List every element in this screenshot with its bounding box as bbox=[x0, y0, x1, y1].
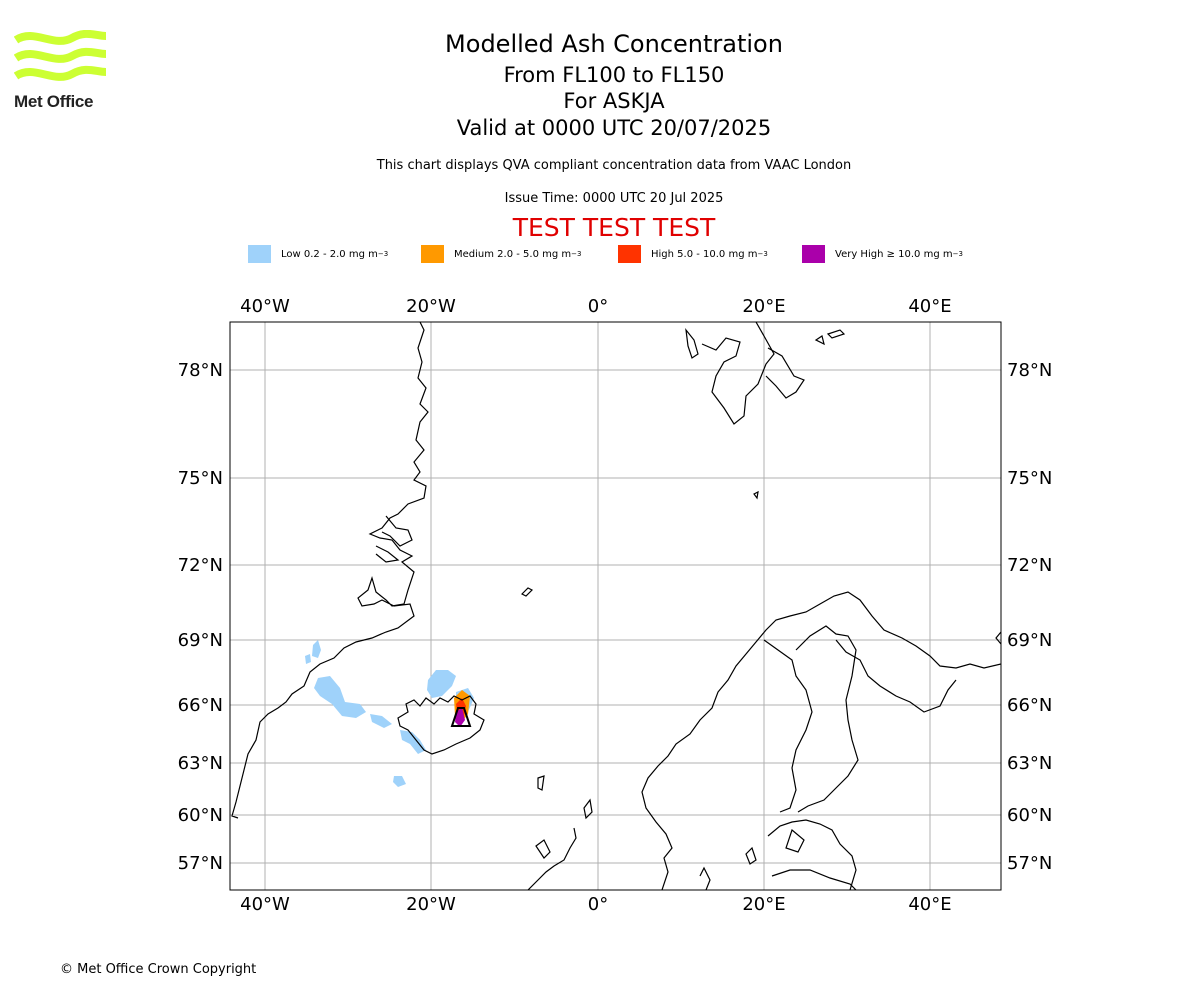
lat-label-left: 66°N bbox=[178, 695, 223, 716]
legend-item-high: High 5.0 - 10.0 mg m −3 bbox=[618, 244, 768, 264]
lon-label-bottom: 0° bbox=[588, 894, 608, 915]
lat-label-right: 57°N bbox=[1007, 853, 1052, 874]
lat-label-left: 63°N bbox=[178, 753, 223, 774]
lat-labels-left: 78°N 75°N 72°N 69°N 66°N 63°N 60°N 57°N bbox=[178, 360, 223, 874]
lat-label-right: 69°N bbox=[1007, 630, 1052, 651]
lat-label-left: 75°N bbox=[178, 468, 223, 489]
lon-label-top: 40°E bbox=[908, 296, 951, 317]
lon-label-bottom: 20°E bbox=[742, 894, 785, 915]
volcano-name: For ASKJA bbox=[563, 89, 665, 113]
legend-swatch-medium bbox=[421, 245, 444, 263]
ash-very-high-concentration bbox=[455, 708, 465, 727]
legend-item-low: Low 0.2 - 2.0 mg m −3 bbox=[248, 244, 388, 264]
legend-item-medium: Medium 2.0 - 5.0 mg m −3 bbox=[421, 244, 581, 264]
legend-swatch-low bbox=[248, 245, 271, 263]
map-frame bbox=[229, 321, 1002, 891]
chart-title: Modelled Ash Concentration bbox=[445, 30, 783, 58]
lon-labels-top: 40°W 20°W 0° 20°E 40°E bbox=[240, 296, 951, 317]
lon-label-top: 20°W bbox=[406, 296, 456, 317]
lat-label-right: 60°N bbox=[1007, 805, 1052, 826]
lat-labels-right: 78°N 75°N 72°N 69°N 66°N 63°N 60°N 57°N bbox=[1007, 360, 1052, 874]
coast-scandinavia bbox=[641, 591, 1001, 890]
test-banner: TEST TEST TEST bbox=[512, 213, 716, 242]
logo-text: Met Office bbox=[14, 92, 94, 111]
coast-greenland bbox=[231, 322, 429, 819]
lat-label-right: 72°N bbox=[1007, 555, 1052, 576]
coastlines bbox=[231, 322, 1001, 890]
valid-time: Valid at 0000 UTC 20/07/2025 bbox=[456, 116, 772, 140]
legend-item-very-high: Very High ≥ 10.0 mg m −3 bbox=[802, 244, 963, 264]
volcano-source-polygon bbox=[450, 707, 472, 727]
lat-label-right: 78°N bbox=[1007, 360, 1052, 381]
legend-label-medium: Medium 2.0 - 5.0 mg m bbox=[454, 248, 572, 260]
lon-label-top: 20°E bbox=[742, 296, 785, 317]
legend-swatch-very-high bbox=[802, 245, 825, 263]
lon-label-bottom: 40°E bbox=[908, 894, 951, 915]
map-gridlines bbox=[230, 322, 1001, 890]
lon-label-bottom: 20°W bbox=[406, 894, 456, 915]
lat-label-left: 72°N bbox=[178, 555, 223, 576]
met-office-logo: Met Office bbox=[13, 29, 108, 112]
wave-logo-icon bbox=[13, 29, 107, 81]
issue-time: Issue Time: 0000 UTC 20 Jul 2025 bbox=[504, 191, 724, 206]
lon-label-top: 40°W bbox=[240, 296, 290, 317]
coast-svalbard bbox=[685, 327, 699, 359]
lon-label-bottom: 40°W bbox=[240, 894, 290, 915]
lon-labels-bottom: 40°W 20°W 0° 20°E 40°E bbox=[240, 894, 951, 915]
lon-label-top: 0° bbox=[588, 296, 608, 317]
legend-swatch-high bbox=[618, 245, 641, 263]
lat-label-right: 75°N bbox=[1007, 468, 1052, 489]
flight-level-range: From FL100 to FL150 bbox=[503, 63, 725, 87]
legend-label-high: High 5.0 - 10.0 mg m bbox=[651, 248, 758, 260]
coast-uk bbox=[527, 827, 577, 890]
legend-label-low: Low 0.2 - 2.0 mg m bbox=[281, 248, 378, 260]
lat-label-left: 78°N bbox=[178, 360, 223, 381]
copyright: © Met Office Crown Copyright bbox=[60, 962, 257, 977]
lat-label-right: 66°N bbox=[1007, 695, 1052, 716]
lat-label-left: 69°N bbox=[178, 630, 223, 651]
lat-label-left: 60°N bbox=[178, 805, 223, 826]
legend: Low 0.2 - 2.0 mg m −3 Medium 2.0 - 5.0 mg… bbox=[0, 244, 1200, 264]
subtitle: This chart displays QVA compliant concen… bbox=[376, 158, 852, 173]
legend-label-very-high: Very High ≥ 10.0 mg m bbox=[835, 248, 953, 260]
ash-low-concentration bbox=[305, 640, 474, 787]
coast-iceland bbox=[397, 695, 485, 755]
lat-label-right: 63°N bbox=[1007, 753, 1052, 774]
lat-label-left: 57°N bbox=[178, 853, 223, 874]
